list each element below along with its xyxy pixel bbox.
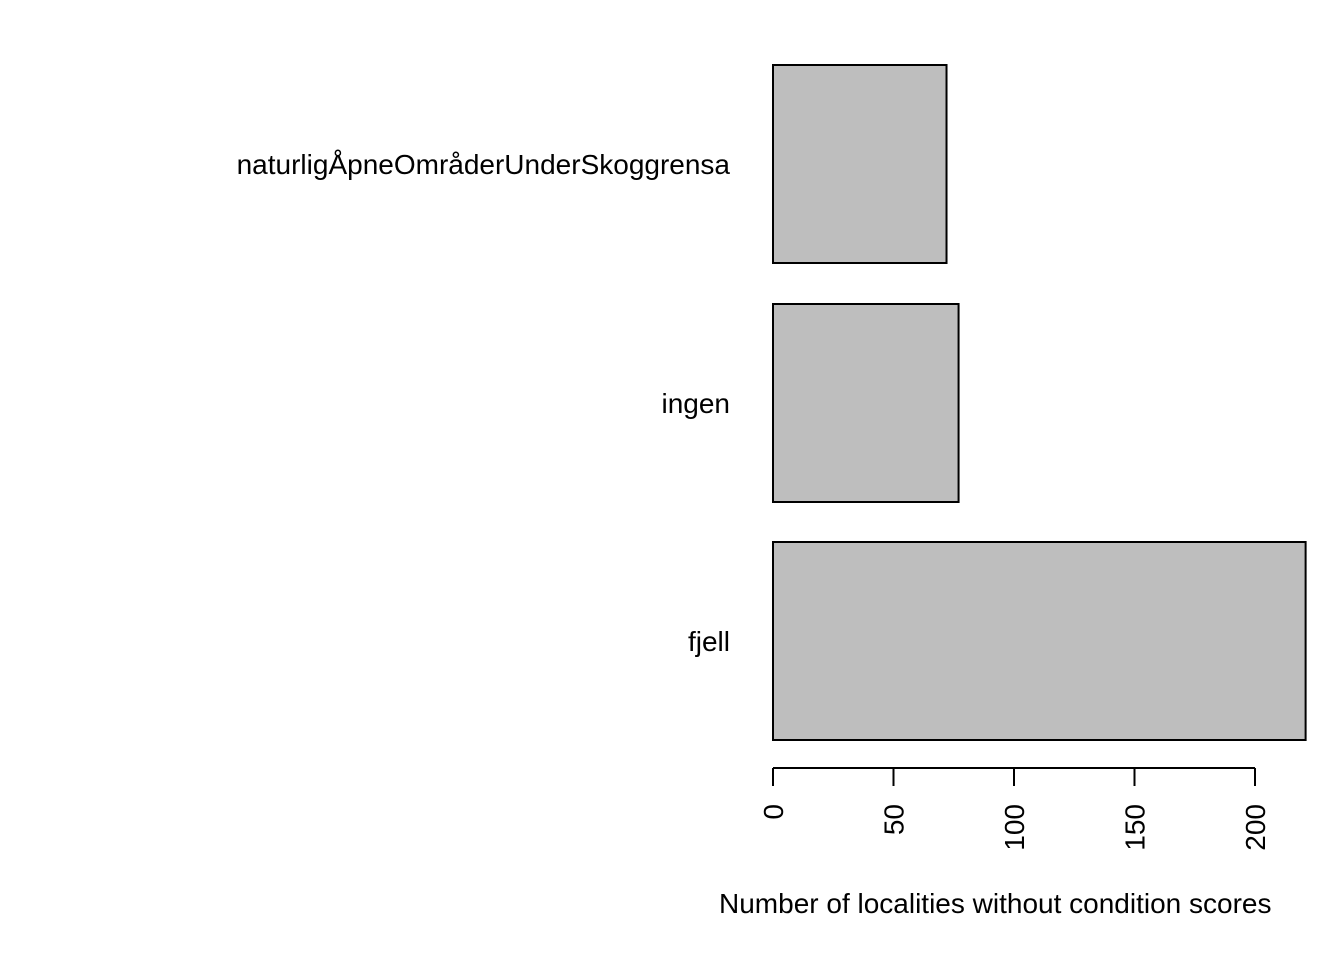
x-tick-label-200: 200 (1240, 804, 1271, 851)
bar-ingen (772, 303, 960, 503)
x-tick-label-150: 150 (1120, 804, 1151, 851)
x-axis-title: Number of localities without condition s… (719, 888, 1271, 919)
category-labels-group: naturligÅpneOmråderUnderSkoggrensa ingen f… (237, 149, 731, 657)
bar-fjell (772, 541, 1307, 741)
category-label-ingen: ingen (661, 388, 730, 419)
bars-group (772, 64, 1307, 741)
x-tick-label-0: 0 (758, 804, 789, 820)
category-label-fjell: fjell (688, 626, 730, 657)
x-tick-label-50: 50 (879, 804, 910, 835)
x-axis: 0 50 100 150 200 (758, 767, 1271, 851)
x-tick-label-100: 100 (999, 804, 1030, 851)
bar-naturlig-pneomr-derunderskoggrensa (772, 64, 948, 264)
category-label-naturlig-pneomr-derunderskoggrensa: naturligÅpneOmråderUnderSkoggrensa (237, 149, 731, 180)
